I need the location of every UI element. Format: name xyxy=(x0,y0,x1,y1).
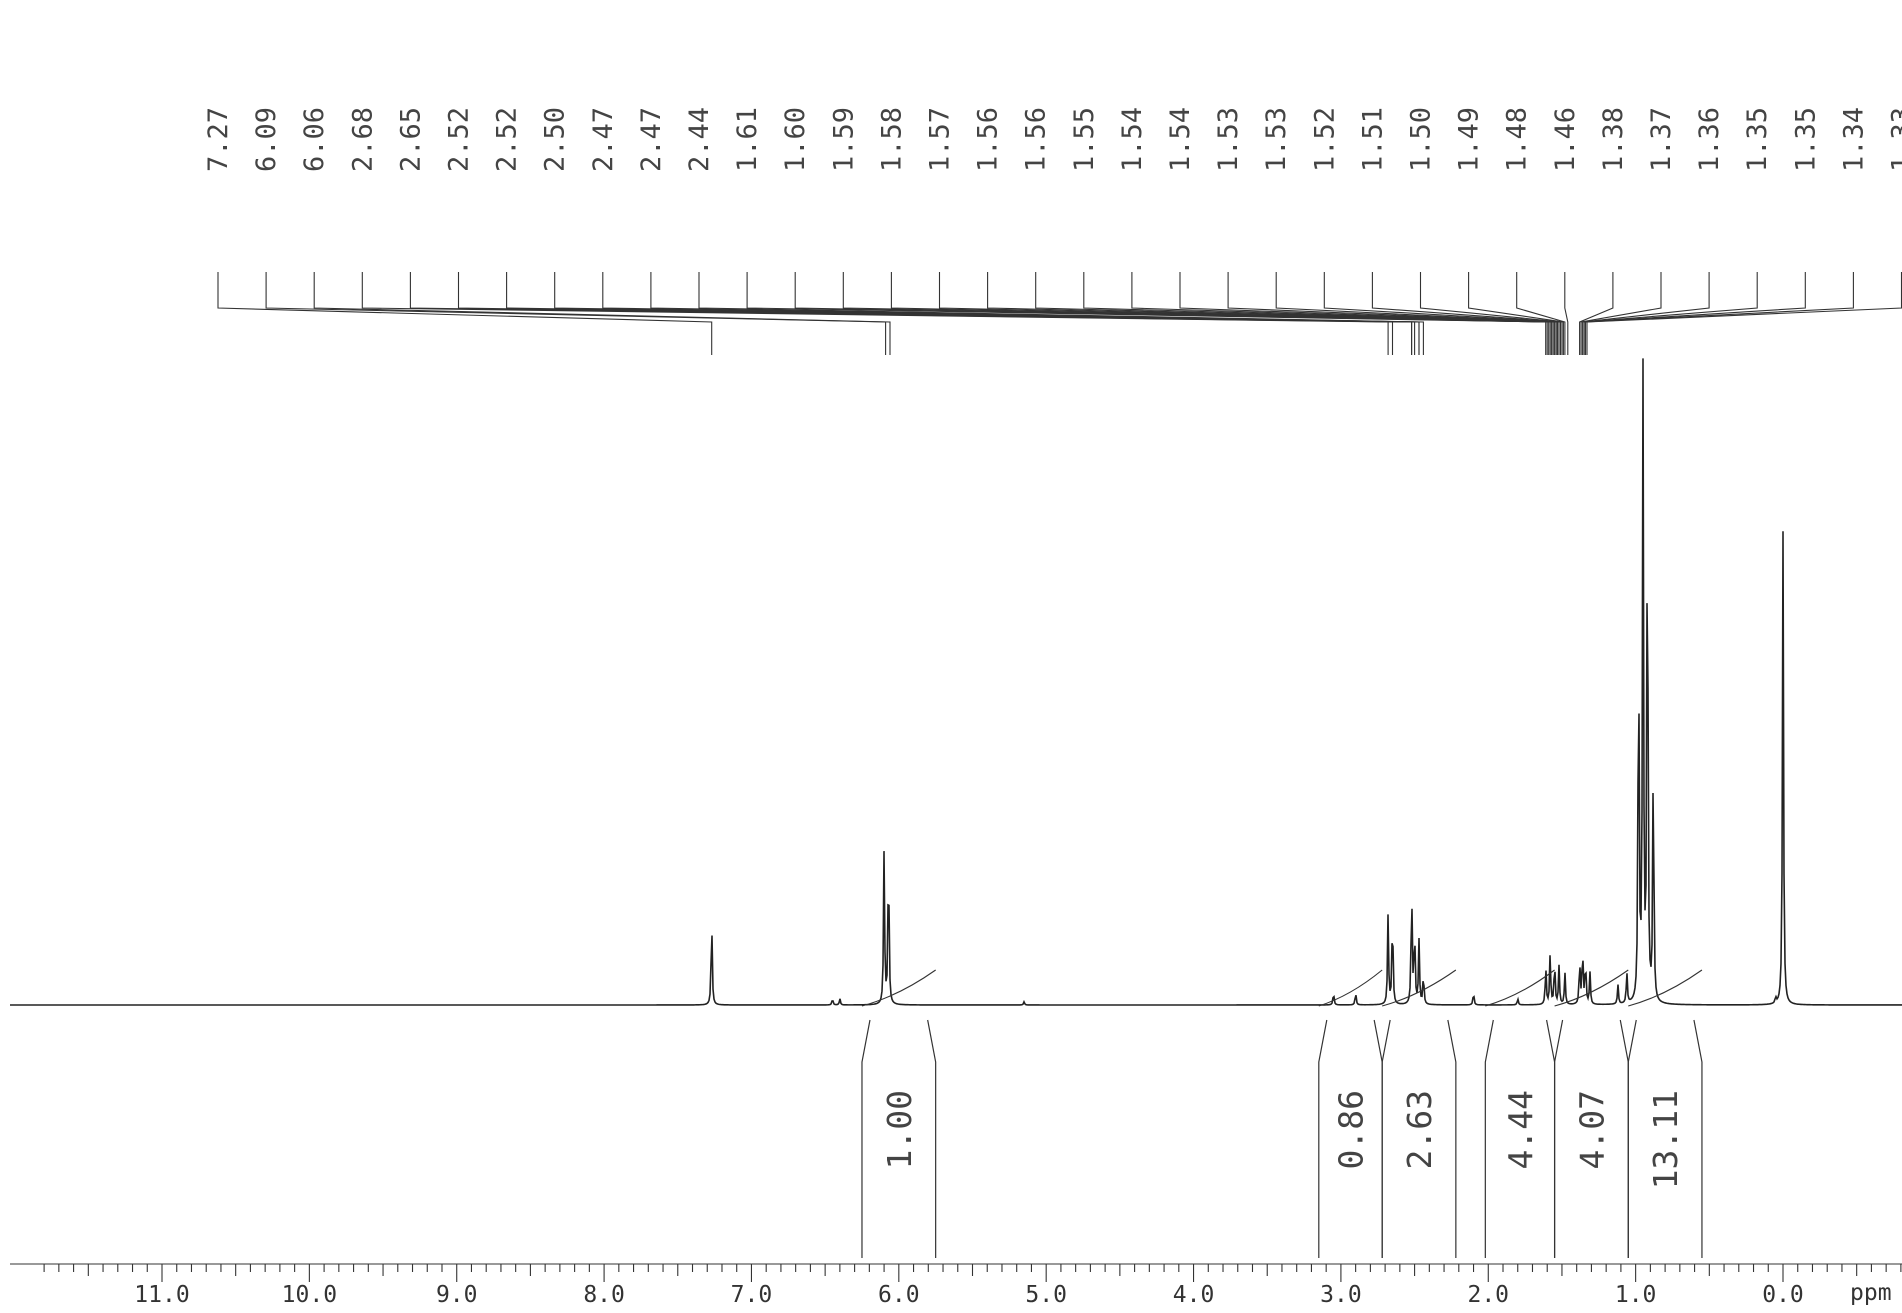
peak-shift-label: 2.47 xyxy=(636,107,667,172)
x-axis-unit-label: ppm xyxy=(1850,1280,1892,1306)
peak-leader-line xyxy=(1564,272,1569,355)
peak-shift-label: 2.50 xyxy=(540,107,571,172)
x-axis: 11.0 10.0 9.0 8.0 7.0 6.0 5.0 4.0 3.0 2.0 1.0 0.0 xyxy=(10,1263,1902,1308)
integral-value-label: 0.86 xyxy=(1331,1090,1370,1169)
peak-shift-label: 1.61 xyxy=(732,107,763,172)
x-tick-label: 1.0 xyxy=(1615,1282,1657,1308)
peak-shift-label: 1.48 xyxy=(1502,107,1533,172)
peak-leader-line xyxy=(938,272,1553,355)
peak-leader-line xyxy=(217,272,713,355)
peak-leader-line xyxy=(1179,272,1557,355)
peak-shift-label: 1.53 xyxy=(1213,107,1244,172)
peak-shift-label: 2.44 xyxy=(684,107,715,172)
peak-shift-label: 2.52 xyxy=(444,107,475,172)
integral-value-label: 1.00 xyxy=(880,1090,919,1169)
peak-leader-line xyxy=(1468,272,1564,355)
peak-leader-line xyxy=(1583,272,1758,355)
x-tick-label: 4.0 xyxy=(1173,1282,1215,1308)
integral-curve xyxy=(1554,969,1629,1007)
peak-shift-label: 1.33 xyxy=(1887,107,1902,172)
peak-shift-label: 2.68 xyxy=(347,107,378,172)
peak-leader-line xyxy=(1083,272,1556,355)
peak-leader-line xyxy=(1580,272,1662,355)
peak-shift-label: 1.56 xyxy=(1021,107,1052,172)
peak-leader-line xyxy=(1323,272,1560,355)
peak-shift-label: 6.09 xyxy=(251,107,282,172)
peak-leader-line xyxy=(1035,272,1554,355)
peak-shift-label: 7.27 xyxy=(203,107,234,172)
peak-leader-line xyxy=(1579,272,1614,355)
peak-shift-label: 1.54 xyxy=(1117,107,1148,172)
peak-shift-label: 1.53 xyxy=(1261,107,1292,172)
x-tick-label: 0.0 xyxy=(1762,1282,1804,1308)
peak-shift-label: 1.54 xyxy=(1165,107,1196,172)
peak-labels: 7.27 6.09 6.06 2.68 2.65 2.52 2.52 2.50 2.47 2.47… xyxy=(203,107,1902,172)
peak-shift-label: 1.56 xyxy=(973,107,1004,172)
peak-shift-label: 1.38 xyxy=(1598,107,1629,172)
peak-leader-line xyxy=(1371,272,1562,355)
peak-leader-line xyxy=(1275,272,1559,355)
peak-shift-label: 1.50 xyxy=(1406,107,1437,172)
peak-shift-label: 1.52 xyxy=(1309,107,1340,172)
integral-curve xyxy=(1485,969,1555,1007)
peak-shift-label: 1.36 xyxy=(1694,107,1725,172)
peak-shift-label: 1.34 xyxy=(1838,107,1869,172)
integral-value-label: 13.11 xyxy=(1646,1090,1685,1189)
integral-bracket xyxy=(861,1019,937,1258)
peak-leader-lines xyxy=(217,272,1902,355)
peak-leader-line xyxy=(890,272,1551,355)
peak-leader-line xyxy=(313,272,891,355)
peak-shift-label: 1.35 xyxy=(1742,107,1773,172)
peak-shift-label: 6.06 xyxy=(299,107,330,172)
peak-shift-label: 1.46 xyxy=(1550,107,1581,172)
peak-leader-line xyxy=(1583,272,1806,355)
peak-shift-label: 1.49 xyxy=(1454,107,1485,172)
peak-shift-label: 2.52 xyxy=(492,107,523,172)
x-tick-label: 10.0 xyxy=(282,1282,337,1308)
integral-curve xyxy=(1318,969,1383,1007)
peak-leader-line xyxy=(1584,272,1854,355)
integral-bracket xyxy=(1381,1019,1457,1258)
integral-value-label: 4.44 xyxy=(1501,1090,1540,1169)
x-tick-label: 5.0 xyxy=(1025,1282,1067,1308)
integral-regions: 1.00 0.86 2.63 4.44 4.07 13.11 xyxy=(861,969,1703,1258)
x-tick-label: 3.0 xyxy=(1320,1282,1362,1308)
peak-leader-line xyxy=(1419,272,1563,355)
peak-shift-label: 1.57 xyxy=(925,107,956,172)
integral-curve xyxy=(1628,969,1703,1007)
integral-value-label: 4.07 xyxy=(1572,1090,1611,1169)
integral-curve xyxy=(1382,969,1457,1007)
x-tick-label: 11.0 xyxy=(134,1282,189,1308)
spectrum-trace xyxy=(10,358,1902,1006)
x-tick-label: 7.0 xyxy=(731,1282,773,1308)
peak-shift-label: 1.60 xyxy=(780,107,811,172)
integral-curve xyxy=(861,969,936,1007)
x-tick-label: 6.0 xyxy=(878,1282,920,1308)
peak-shift-label: 1.37 xyxy=(1646,107,1677,172)
peak-shift-label: 1.51 xyxy=(1357,107,1388,172)
x-tick-label: 9.0 xyxy=(436,1282,478,1308)
peak-leader-line xyxy=(1516,272,1566,355)
peak-shift-label: 1.58 xyxy=(876,107,907,172)
peak-shift-label: 1.35 xyxy=(1790,107,1821,172)
integral-value-label: 2.63 xyxy=(1400,1090,1439,1169)
x-tick-label: 2.0 xyxy=(1467,1282,1509,1308)
spectrum xyxy=(10,358,1902,1006)
peak-leader-line xyxy=(265,272,887,355)
integral-bracket xyxy=(1627,1019,1703,1258)
x-tick-label: 8.0 xyxy=(583,1282,625,1308)
peak-shift-label: 2.47 xyxy=(588,107,619,172)
peak-shift-label: 1.59 xyxy=(828,107,859,172)
peak-leader-line xyxy=(1582,272,1710,355)
peak-shift-label: 1.55 xyxy=(1069,107,1100,172)
peak-leader-line xyxy=(698,272,1424,355)
peak-shift-label: 2.65 xyxy=(395,107,426,172)
